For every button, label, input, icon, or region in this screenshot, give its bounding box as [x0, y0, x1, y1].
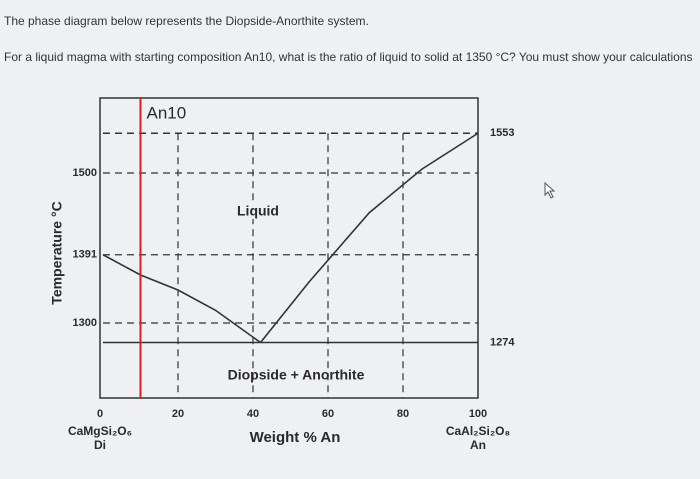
region-label: Liquid: [237, 203, 279, 219]
end-member-formula: CaAl₂Si₂O₈: [446, 424, 510, 438]
y-axis-label: Temperature °C: [49, 201, 65, 304]
end-member-formula: CaMgSi₂O₆: [68, 424, 132, 438]
question-line: The phase diagram below represents the D…: [4, 14, 369, 28]
x-tick-label: 40: [247, 408, 259, 420]
y-tick-label: 1300: [73, 317, 97, 329]
cursor: [544, 181, 556, 199]
composition-label: An10: [147, 103, 187, 122]
x-tick-label: 80: [397, 408, 409, 420]
y-tick-label: 1500: [73, 167, 97, 179]
temperature-label: 1274: [490, 336, 515, 348]
question-line: For a liquid magma with starting composi…: [4, 50, 693, 64]
temperature-label: 1553: [490, 127, 514, 139]
end-member-abbr: An: [470, 438, 486, 452]
x-tick-label: 60: [322, 408, 334, 420]
region-label-bg: [228, 205, 288, 219]
plot-frame: [99, 97, 479, 399]
liquidus-line: [102, 254, 261, 344]
y-tick-label: 1391: [73, 249, 97, 261]
x-tick-label: 100: [469, 408, 487, 420]
liquidus-line: [259, 132, 479, 344]
end-member-abbr: Di: [94, 438, 106, 452]
region-label: Diopside + Anorthite: [228, 367, 365, 383]
x-tick-label: 20: [172, 408, 184, 420]
x-axis-label: Weight % An: [250, 429, 341, 446]
x-tick-label: 0: [97, 408, 103, 420]
